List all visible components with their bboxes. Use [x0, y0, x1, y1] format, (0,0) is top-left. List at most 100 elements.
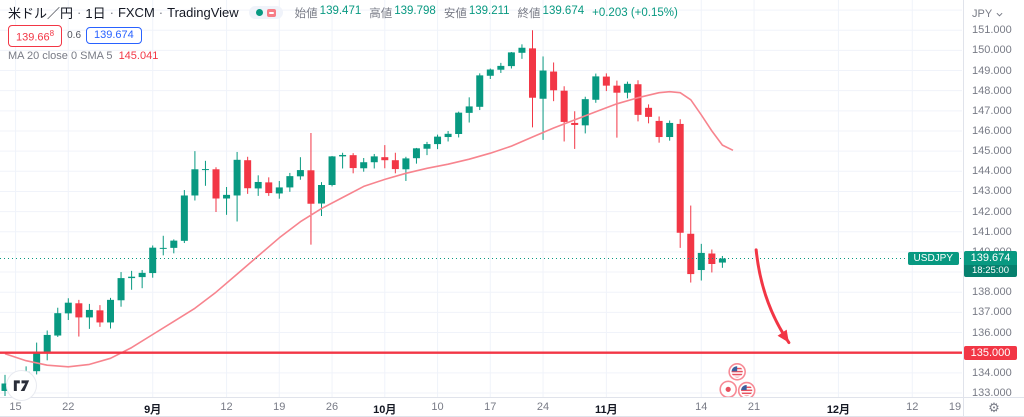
candle-body — [560, 90, 568, 122]
candle-body — [391, 160, 399, 170]
candle-body — [339, 154, 347, 157]
candle-body — [602, 76, 610, 86]
candle-body — [286, 176, 294, 188]
candle — [697, 243, 705, 281]
symbol-name[interactable]: 米ドル／円 — [8, 6, 74, 21]
separator: · — [109, 5, 114, 20]
candle — [33, 342, 41, 375]
candle — [391, 152, 399, 174]
chart-pane[interactable]: 米ドル／円 · 1日 · FXCM · TradingView 始値 139.47… — [0, 0, 963, 400]
flag-stripe — [741, 395, 753, 397]
tradingview-logo[interactable] — [7, 371, 36, 400]
price-axis-label: 150.000 — [972, 44, 1012, 57]
spread-value: 0.6 — [67, 30, 82, 42]
candle-body — [497, 65, 505, 70]
candle — [613, 80, 621, 138]
economic-event-marker[interactable] — [719, 380, 738, 397]
ohlc-label: 終値 — [517, 7, 541, 20]
candle — [149, 245, 157, 278]
candle — [254, 175, 262, 196]
buy-ask-button[interactable]: 139.674 — [86, 27, 142, 45]
time-axis-label: 19 — [948, 401, 962, 413]
ma20-line — [4, 90, 734, 368]
candle — [708, 249, 716, 273]
candle-body — [64, 302, 72, 314]
arrow-drawing-head[interactable] — [777, 329, 789, 343]
candle — [592, 73, 600, 103]
candle-body — [318, 184, 325, 204]
candle — [529, 30, 536, 128]
interval-label[interactable]: 1日 — [85, 6, 106, 21]
candle — [138, 270, 146, 289]
candle — [402, 156, 410, 181]
separator: · — [158, 5, 164, 20]
tradingview-logo-icon — [13, 380, 30, 392]
time-axis-label: 21 — [747, 401, 761, 413]
candle — [275, 180, 283, 199]
candle-body — [486, 69, 494, 76]
price-axis-label: 136.000 — [972, 326, 1012, 339]
candle — [117, 272, 125, 307]
candle-body — [349, 155, 357, 169]
candle — [602, 73, 610, 92]
candle — [455, 111, 463, 138]
price-axis-label: 143.000 — [972, 185, 1012, 198]
economic-event-marker[interactable] — [737, 381, 756, 397]
candle-body — [244, 160, 252, 189]
candle — [412, 147, 420, 164]
market-status-pill[interactable] — [248, 6, 283, 19]
drawing-level-badge: 135.000 — [964, 345, 1017, 360]
ma-indicator-legend[interactable]: MA 20 close 0 SMA 5 145.041 — [8, 50, 678, 62]
time-axis-label: 9月 — [144, 404, 162, 416]
candle — [318, 182, 325, 217]
candle-body — [465, 106, 473, 113]
symbol-title-row[interactable]: 米ドル／円 · 1日 · FXCM · TradingView 始値 139.47… — [8, 3, 678, 22]
candle-body — [666, 122, 674, 138]
candle-body — [529, 48, 536, 98]
last-price-value: 139.674 — [964, 251, 1017, 266]
candle — [265, 177, 273, 196]
time-axis-label: 10月 — [373, 404, 397, 416]
candle-body — [623, 83, 631, 93]
currency-selector[interactable]: JPY — [972, 8, 1003, 20]
candle — [486, 68, 494, 79]
price-axis-label: 133.000 — [972, 386, 1012, 399]
candle — [43, 330, 51, 361]
sell-bid-button[interactable]: 139.668 — [8, 25, 63, 47]
price-axis-pane[interactable]: JPY 151.000 150.000 149.000 148.000 147.000 1… — [963, 0, 1024, 399]
axis-settings-button[interactable]: ⚙ — [963, 398, 1024, 416]
economic-event-marker[interactable] — [728, 363, 746, 381]
time-axis-label: 12 — [906, 401, 919, 413]
chevron-down-icon — [996, 12, 1003, 17]
candle — [339, 152, 347, 169]
price-axis-label: 141.000 — [972, 225, 1012, 238]
candle — [465, 97, 473, 123]
candle-body — [85, 309, 93, 318]
candle — [655, 116, 663, 143]
ma-indicator-label[interactable]: MA 20 close 0 SMA 5 — [8, 49, 113, 62]
candle-body — [423, 144, 431, 149]
separator: · — [77, 5, 82, 20]
candlestick-chart[interactable] — [0, 0, 962, 397]
time-axis-pane[interactable]: 15 22 9月 12 19 26 10月 10 17 24 11月 14 21 12月 12 19 ⚙ — [0, 397, 1024, 416]
ohlc-values: 始値 139.471 高値 139.798 安値 139.211 終値 139.674 +0.2… — [295, 5, 678, 21]
arrow-drawing-shaft[interactable] — [754, 248, 791, 345]
countdown-timer: 18:25:00 — [964, 265, 1017, 278]
candle — [539, 56, 547, 140]
candle-body — [265, 182, 273, 194]
candle-body — [550, 71, 558, 91]
candle-body — [96, 310, 104, 323]
jp-flag-icon — [722, 383, 734, 395]
time-axis-label: 26 — [325, 401, 339, 413]
candle — [560, 86, 568, 142]
candle — [75, 299, 83, 337]
price-axis-label: 145.000 — [972, 145, 1012, 158]
candle — [244, 156, 252, 194]
candle — [1, 374, 9, 396]
candle-body — [687, 233, 695, 275]
price-axis-label: 151.000 — [972, 24, 1012, 37]
candle-body — [412, 148, 420, 159]
candle — [360, 157, 368, 172]
price-axis-label: 147.000 — [972, 104, 1012, 117]
